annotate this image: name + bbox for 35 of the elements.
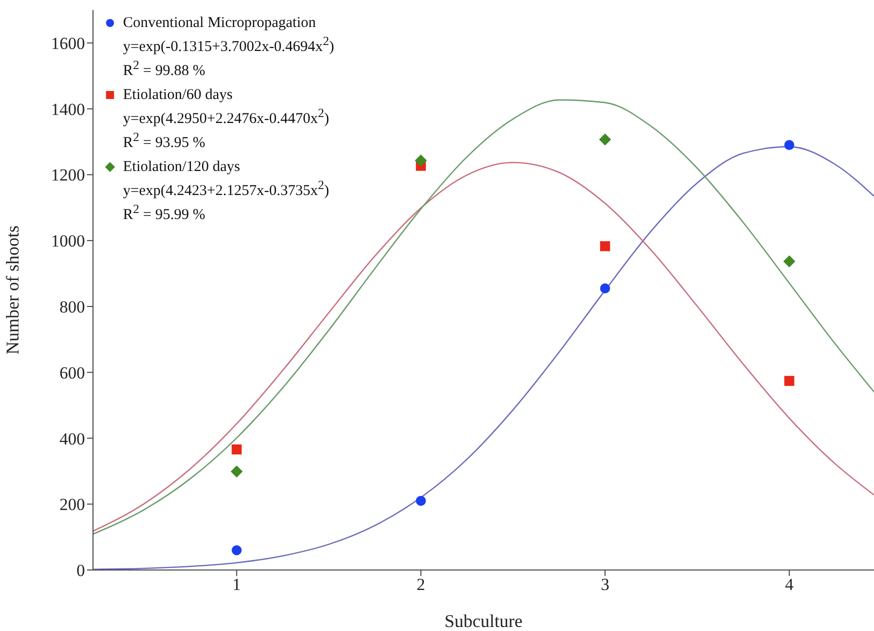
point: [414, 154, 427, 167]
y-axis-title: Number of shoots: [2, 226, 22, 354]
point: [784, 376, 794, 386]
point: [232, 545, 242, 556]
point: [600, 241, 610, 252]
y-tick-label: 1600: [51, 34, 85, 53]
y-tick-label: 600: [60, 363, 85, 382]
annotation: R$^{2}$ = 99.88 %: [123, 57, 206, 80]
y-tick-label: 800: [60, 298, 85, 317]
x-tick-label: 3: [600, 575, 610, 594]
point: [600, 283, 610, 294]
x-tick-label: 4: [785, 575, 794, 594]
annotation: R$^{2}$ = 95.99 %: [123, 201, 206, 224]
y-tick-label: 1000: [51, 232, 85, 251]
point: [230, 466, 243, 478]
point: [783, 255, 796, 268]
annotation: R$^{2}$ = 93.95 %: [123, 129, 206, 152]
point: [416, 496, 426, 506]
y-tick-label: 400: [60, 429, 85, 448]
annotation: y=exp(4.2423+2.1257x-0.3735x$^{2}$): [123, 177, 330, 200]
point: [232, 444, 242, 454]
legend-label: Conventional Micropropagation: [123, 14, 316, 32]
x-axis-title: Subculture: [444, 611, 522, 631]
y-tick-label: 0: [76, 561, 85, 580]
y-tick-label: 1400: [51, 100, 85, 119]
annotation: y=exp(-0.1315+3.7002x-0.4694x$^{2}$): [123, 33, 334, 56]
annotation: y=exp(4.2950+2.2476x-0.4470x$^{2}$): [123, 105, 330, 128]
x-tick-label: 1: [232, 575, 241, 594]
y-tick-label: 1200: [51, 166, 85, 185]
legend-label: Etiolation/120 days: [123, 158, 240, 176]
point: [784, 140, 794, 150]
point: [599, 133, 612, 146]
y-tick-label: 200: [60, 495, 85, 514]
x-tick-label: 2: [416, 575, 426, 594]
legend-label: Etiolation/60 days: [123, 86, 233, 104]
